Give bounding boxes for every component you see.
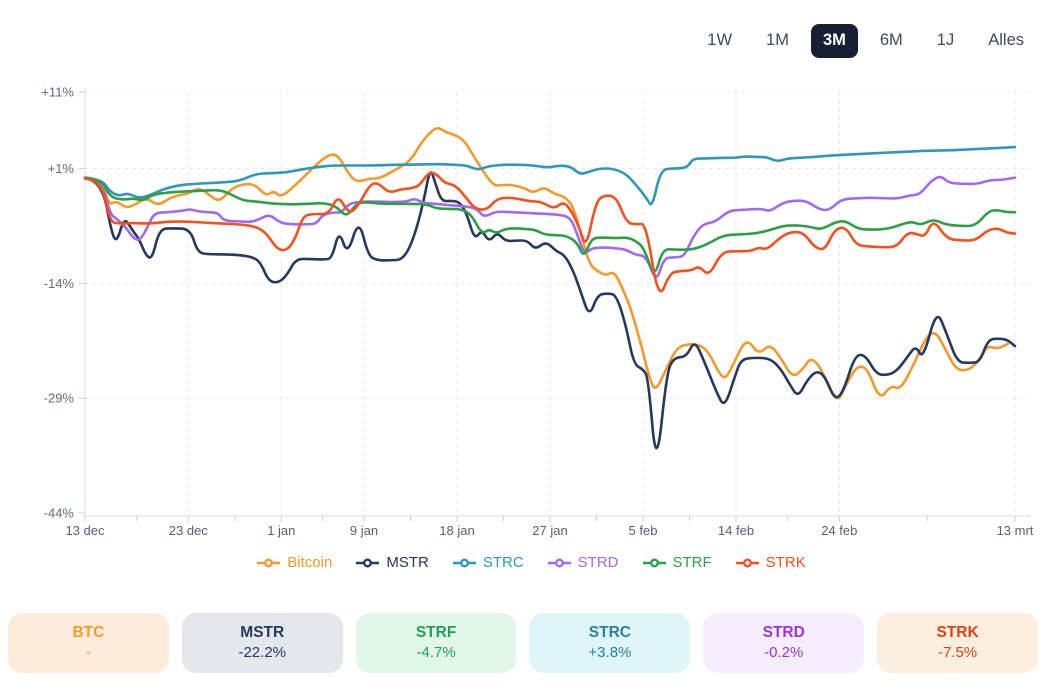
y-axis-label: -44% [44,506,75,521]
legend-item-strc[interactable]: STRC [452,554,524,571]
summary-card-strc: STRC +3.8% [529,613,691,673]
x-axis-label: 14 feb [718,523,754,538]
legend-label: STRK [765,554,806,571]
summary-cards: BTC - MSTR -22.2% STRF -4.7% STRC +3.8% STRD -0.2… [8,613,1038,673]
summary-card-strk: STRK -7.5% [877,613,1038,673]
range-button-3m[interactable]: 3M [810,24,858,58]
legend-label: STRD [577,554,619,571]
y-axis-label: +1% [48,161,75,176]
summary-card-btc: BTC - [8,613,169,673]
card-ticker: STRK [936,624,979,642]
line-marker-icon [356,558,380,567]
y-axis-label: -14% [44,276,75,291]
range-button-1j[interactable]: 1J [925,24,966,58]
card-ticker: MSTR [240,624,285,642]
y-axis-label: -29% [44,391,75,406]
legend-label: MSTR [386,554,429,571]
line-marker-icon [257,558,281,567]
series-line-mstr[interactable] [83,171,1017,450]
series-line-strf[interactable] [83,176,1017,273]
series-line-strk[interactable] [83,171,1017,293]
card-ticker: STRC [588,624,631,642]
card-value: +3.8% [588,643,632,661]
performance-chart[interactable]: +11% +1% -14% -29% -44% 13 dec 23 dec 1 jan 9 ja… [0,0,1063,548]
card-value: -0.2% [764,643,804,661]
legend-item-strf[interactable]: STRF [642,554,712,571]
x-axis-label: 23 dec [169,523,209,538]
legend-item-strk[interactable]: STRK [735,554,806,571]
card-value: -7.5% [937,643,978,661]
series-line-strd[interactable] [83,175,1017,279]
chart-legend: Bitcoin MSTR STRC STRD STRF STRK [0,554,1063,571]
range-button-1w[interactable]: 1W [695,24,744,58]
card-ticker: STRD [762,624,805,642]
x-axis-label: 18 jan [439,523,474,538]
x-axis-label: 9 jan [350,523,378,538]
x-grid [187,92,1016,516]
x-axis-label: 27 jan [532,523,567,538]
x-axis-label: 5 feb [629,523,658,538]
series-lines [83,127,1017,450]
card-value: - [85,643,91,661]
line-marker-icon [452,558,476,567]
legend-item-mstr[interactable]: MSTR [356,554,429,571]
range-button-6m[interactable]: 6M [868,24,915,58]
axes: +11% +1% -14% -29% -44% 13 dec 23 dec 1 jan 9 ja… [41,85,1033,539]
summary-card-strd: STRD -0.2% [703,613,865,673]
card-value: -22.2% [238,643,286,661]
x-axis-label: 13 dec [65,523,105,538]
x-axis-label: 13 mrt [997,523,1034,538]
line-marker-icon [642,558,666,567]
card-value: -4.7% [416,643,456,661]
range-button-1m[interactable]: 1M [754,24,801,58]
range-button-alles[interactable]: Alles [976,24,1036,58]
line-marker-icon [547,558,571,567]
y-axis-label: +11% [41,85,74,100]
legend-label: STRC [482,554,524,571]
card-ticker: BTC [72,624,105,642]
line-marker-icon [735,558,759,567]
x-axis-label: 1 jan [267,523,295,538]
series-line-strc[interactable] [83,145,1017,206]
card-ticker: STRF [415,624,457,642]
legend-item-bitcoin[interactable]: Bitcoin [257,554,332,571]
y-grid [85,91,1031,399]
summary-card-strf: STRF -4.7% [355,613,517,673]
time-range-selector: 1W 1M 3M 6M 1J Alles [695,24,1036,58]
legend-item-strd[interactable]: STRD [547,554,619,571]
legend-label: Bitcoin [287,554,333,571]
summary-card-mstr: MSTR -22.2% [181,613,343,673]
x-axis-label: 24 feb [821,523,857,538]
legend-label: STRF [672,554,712,571]
